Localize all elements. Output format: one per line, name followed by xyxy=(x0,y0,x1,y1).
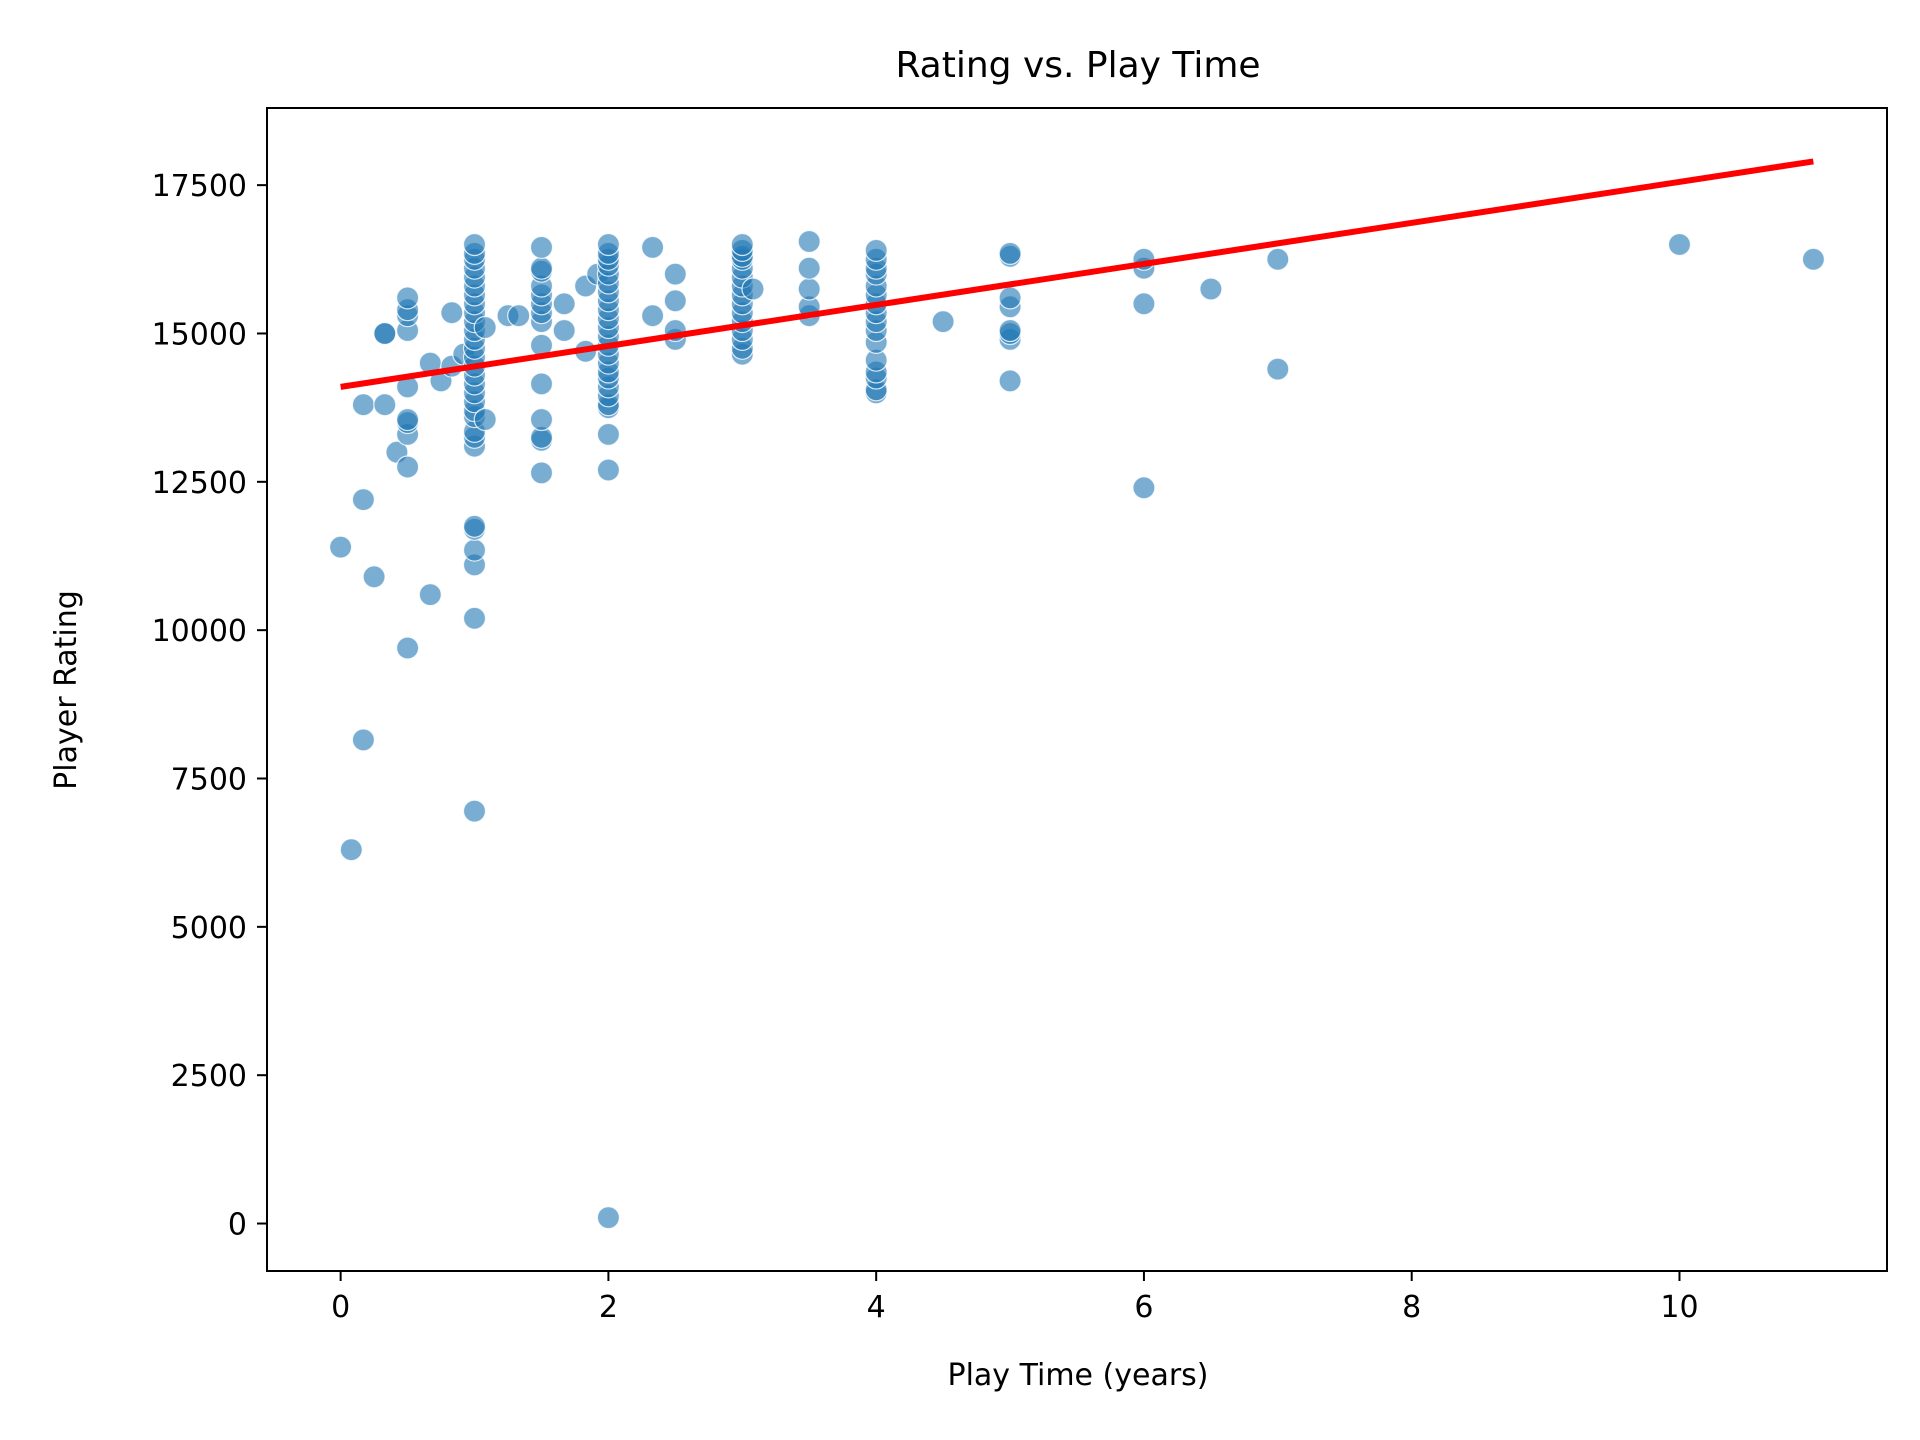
y-tick-label: 10000 xyxy=(152,614,247,649)
scatter-point xyxy=(596,232,621,257)
scatter-point xyxy=(396,286,420,310)
y-tick-label: 7500 xyxy=(171,763,247,798)
x-tick-label: 2 xyxy=(599,1290,618,1325)
y-tick-label: 0 xyxy=(228,1208,247,1243)
trend-layer xyxy=(340,158,1814,390)
scatter-point xyxy=(663,289,687,313)
scatter-point xyxy=(596,458,621,482)
scatter-point xyxy=(797,229,821,254)
scatter-point xyxy=(373,321,397,346)
scatter-point xyxy=(396,455,420,479)
x-axis-label: Play Time (years) xyxy=(947,1358,1208,1393)
scatter-point xyxy=(440,301,464,325)
scatter-point xyxy=(797,256,821,280)
scatter-point xyxy=(462,232,487,257)
y-tick-label: 15000 xyxy=(152,317,247,352)
y-tick-label: 17500 xyxy=(152,169,247,204)
chart-title: Rating vs. Play Time xyxy=(895,45,1260,86)
scatter-point xyxy=(473,407,497,432)
scatter-point xyxy=(507,304,531,328)
x-tick-label: 4 xyxy=(867,1290,886,1325)
scatter-point xyxy=(329,535,353,559)
scatter-point xyxy=(864,238,888,262)
scatter-point xyxy=(552,318,576,343)
y-tick-label: 12500 xyxy=(152,466,247,501)
scatter-point xyxy=(730,232,754,257)
scatter-point xyxy=(931,310,955,334)
scatter-point xyxy=(1266,357,1290,381)
scatter-point xyxy=(529,372,554,396)
scatter-point xyxy=(362,565,386,589)
scatter-point xyxy=(596,1205,621,1230)
scatter-point xyxy=(529,461,554,485)
scatter-point xyxy=(998,369,1022,393)
scatter-point xyxy=(998,241,1022,265)
x-tick-label: 6 xyxy=(1134,1290,1153,1325)
scatter-point xyxy=(351,488,375,512)
scatter-point xyxy=(473,315,497,340)
y-tick-label: 5000 xyxy=(171,911,247,946)
scatter-point xyxy=(552,292,576,316)
scatter-point xyxy=(396,636,420,660)
scatter-point xyxy=(1132,292,1156,316)
scatter-point xyxy=(1667,232,1692,257)
scatter-point xyxy=(396,407,420,432)
x-tick-label: 8 xyxy=(1402,1290,1421,1325)
x-axis: 0 2 4 6 8 10 xyxy=(331,1271,1699,1325)
y-tick-label: 2500 xyxy=(171,1059,247,1094)
x-tick-label: 0 xyxy=(331,1290,350,1325)
scatter-point xyxy=(1199,277,1223,301)
scatter-point xyxy=(462,606,487,630)
scatter-point xyxy=(1132,476,1156,500)
scatter-point xyxy=(529,235,554,259)
scatter-point xyxy=(1266,247,1290,271)
scatter-point xyxy=(998,286,1022,310)
scatter-point xyxy=(640,235,665,259)
x-tick-label: 10 xyxy=(1660,1290,1698,1325)
y-axis-label: Player Rating xyxy=(49,590,84,790)
scatter-point xyxy=(596,422,621,446)
scatter-point xyxy=(373,393,397,417)
scatter-point xyxy=(351,393,375,417)
trend-line xyxy=(340,158,1814,390)
scatter-point xyxy=(462,799,487,823)
scatter-point xyxy=(462,538,487,562)
scatter-point xyxy=(462,514,487,538)
y-axis: 0 2500 5000 7500 10000 12500 15000 17500 xyxy=(152,169,267,1243)
scatter-point xyxy=(339,838,363,862)
scatter-point xyxy=(1801,247,1826,271)
scatter-point xyxy=(640,304,665,328)
scatter-point xyxy=(418,582,442,607)
scatter-point xyxy=(998,318,1022,343)
plot-frame xyxy=(266,107,1888,1272)
scatter-point xyxy=(741,277,765,301)
scatter-point xyxy=(529,407,554,432)
scatter-point xyxy=(351,728,375,752)
scatter-point xyxy=(663,262,687,286)
scatter-point xyxy=(529,256,554,280)
scatter-point xyxy=(797,277,821,301)
